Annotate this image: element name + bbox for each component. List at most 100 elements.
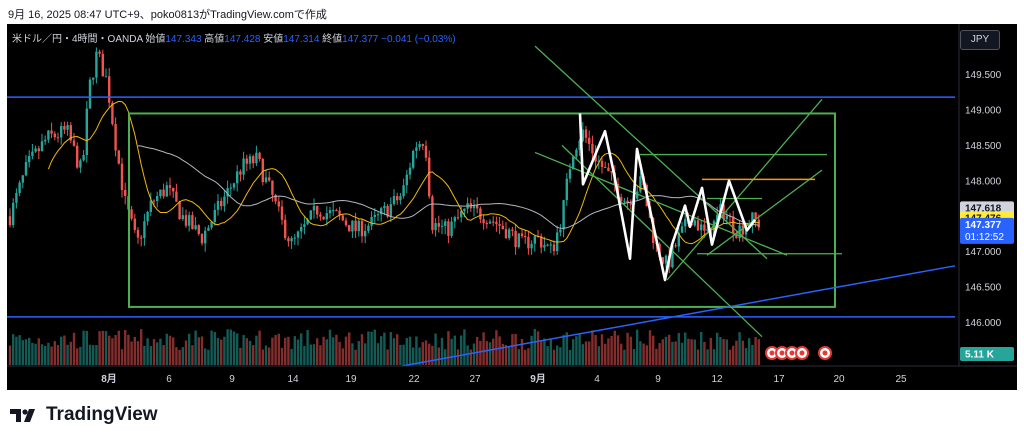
volume-bar	[293, 336, 296, 365]
candle-body	[69, 125, 72, 141]
volume-bar	[476, 336, 479, 365]
high-label: 高値	[204, 34, 225, 45]
candle-body	[447, 221, 450, 236]
candle-body	[434, 223, 437, 231]
brand-name: TradingView	[46, 404, 158, 425]
volume-bar	[722, 338, 725, 365]
candle-body	[546, 244, 549, 246]
volume-bar	[66, 344, 69, 365]
candle-body	[248, 156, 252, 164]
volume-bar	[632, 349, 636, 365]
volume-bar	[418, 347, 421, 365]
candle-body	[85, 108, 88, 156]
volume-bar	[351, 343, 354, 365]
volume-bar	[172, 337, 175, 365]
candle-body	[431, 196, 434, 231]
volume-bar	[652, 335, 655, 365]
candle-body	[460, 211, 463, 218]
volume-bar	[175, 347, 178, 365]
volume-bar	[252, 345, 255, 365]
countdown-label: 01:12:52	[965, 232, 1004, 243]
candle-body	[399, 196, 402, 201]
volume-bar	[434, 333, 437, 365]
candle-body	[584, 129, 588, 138]
event-marker-dot	[799, 350, 805, 356]
candle-body	[213, 209, 216, 222]
volume-bar	[527, 348, 530, 365]
volume-bar	[34, 343, 37, 365]
volume-bar	[716, 332, 719, 365]
candle-body	[207, 227, 210, 231]
candle-body	[303, 224, 306, 227]
volume-bar	[56, 345, 60, 365]
volume-bar	[709, 337, 712, 365]
channel-line-4	[666, 98, 823, 281]
volume-bar	[162, 345, 165, 365]
candle-body	[703, 224, 706, 231]
candle-body	[498, 224, 501, 226]
candle-body	[504, 229, 508, 239]
volume-bar	[63, 335, 66, 365]
candle-body	[485, 223, 488, 225]
volume-bar	[31, 342, 34, 365]
candle-body	[588, 137, 591, 144]
volume-bar	[581, 344, 584, 365]
volume-bar	[296, 339, 300, 365]
volume-group	[8, 329, 760, 365]
volume-bar	[645, 345, 648, 365]
tradingview-brand[interactable]: TradingView	[10, 404, 158, 426]
candle-body	[348, 225, 351, 232]
volume-bar	[572, 339, 575, 365]
volume-bar	[658, 343, 661, 365]
candle-body	[383, 205, 386, 209]
candle-body	[386, 205, 389, 217]
volume-bar	[277, 333, 280, 365]
range-rectangle	[128, 112, 836, 308]
currency-button[interactable]: JPY	[960, 30, 1000, 50]
volume-bar	[136, 341, 140, 365]
volume-bar	[264, 345, 268, 365]
volume-bar	[607, 338, 610, 365]
volume-bar	[220, 339, 223, 365]
candle-body	[101, 53, 104, 77]
candle-body	[88, 79, 92, 109]
volume-bar	[399, 344, 402, 365]
volume-bar	[639, 341, 642, 365]
volume-bar	[146, 338, 149, 365]
volume-bar	[133, 336, 136, 365]
volume-bar	[610, 335, 613, 365]
price-chart[interactable]: 149.500149.000148.500148.000147.500147.0…	[7, 24, 1017, 390]
volume-bar	[559, 347, 562, 365]
candle-body	[354, 220, 357, 232]
volume-bar	[680, 342, 684, 365]
candle-body	[197, 225, 200, 234]
event-marker-dot	[779, 350, 785, 356]
volume-bar	[648, 330, 652, 365]
volume-bar	[492, 338, 495, 365]
symbol-label[interactable]: 米ドル／円・4時間・OANDA	[12, 34, 143, 45]
volume-bar	[748, 338, 751, 365]
candle-body	[37, 148, 40, 152]
volume-bar	[380, 336, 383, 365]
volume-bar	[53, 341, 56, 365]
candle-body	[594, 153, 597, 162]
volume-bar	[719, 336, 722, 365]
volume-label-box	[960, 347, 1014, 361]
candle-body	[63, 126, 66, 130]
candle-body	[607, 167, 610, 172]
candle-body	[76, 145, 79, 168]
price-tick-label: 148.000	[965, 176, 1002, 187]
volume-bar	[72, 332, 76, 365]
volume-bar	[620, 343, 623, 365]
volume-bar	[469, 349, 472, 365]
volume-bar	[706, 349, 709, 365]
volume-bar	[405, 338, 408, 365]
volume-bar	[498, 336, 501, 365]
volume-bar	[325, 339, 328, 365]
chart-panel[interactable]: 149.500149.000148.500148.000147.500147.0…	[7, 24, 1017, 390]
volume-bar	[693, 339, 696, 365]
candle-body	[188, 215, 191, 226]
volume-bar	[386, 349, 389, 365]
ma-fast-line	[47, 100, 759, 245]
volume-bar	[290, 348, 293, 365]
